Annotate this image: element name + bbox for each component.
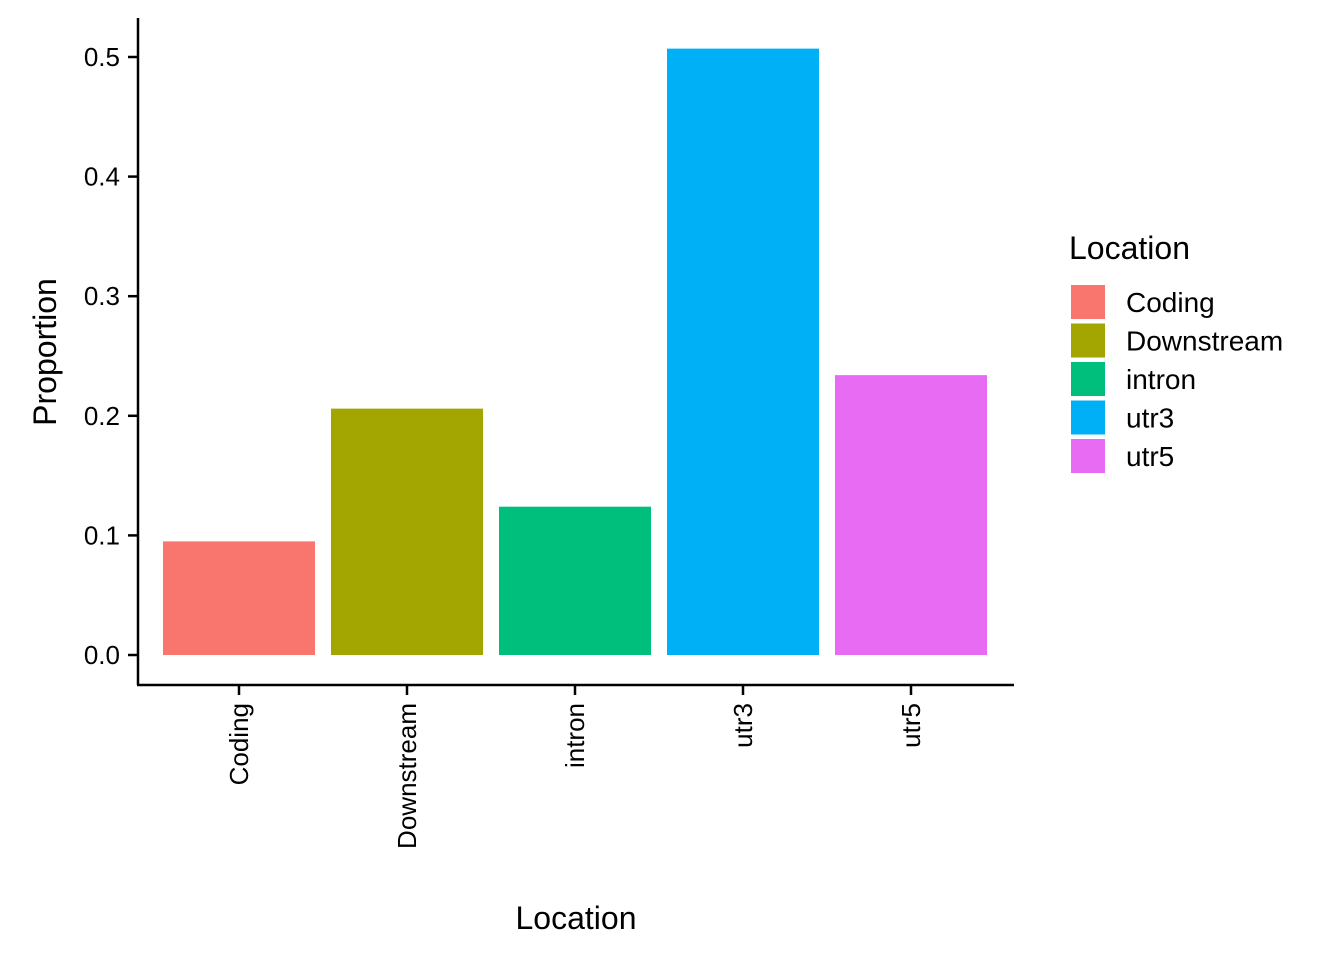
y-tick-label: 0.4 (84, 162, 120, 192)
y-tick-label: 0.2 (84, 401, 120, 431)
x-tick-label: Downstream (392, 703, 422, 849)
y-tick-label: 0.5 (84, 42, 120, 72)
legend-label-downstream: Downstream (1126, 326, 1283, 357)
bar-coding (163, 541, 315, 655)
bars-group (163, 48, 987, 656)
y-axis: 0.0 0.1 0.2 0.3 0.4 0.5 (84, 18, 140, 685)
legend-label-utr3: utr3 (1126, 403, 1174, 434)
y-axis-title: Proportion (27, 278, 63, 426)
x-tick-label: intron (560, 703, 590, 768)
legend-key-utr3 (1071, 400, 1105, 435)
legend-label-utr5: utr5 (1126, 441, 1174, 472)
bar-utr5 (835, 375, 987, 655)
legend-label-coding: Coding (1126, 287, 1215, 318)
bar-downstream (331, 408, 483, 655)
y-tick-label: 0.0 (84, 640, 120, 670)
legend-key-utr5 (1071, 439, 1105, 473)
x-tick-label: utr5 (896, 703, 926, 748)
legend-label-intron: intron (1126, 364, 1196, 395)
y-tick-label: 0.3 (84, 281, 120, 311)
y-tick-label: 0.1 (84, 520, 120, 550)
legend: Location Coding Downstream intron utr3 utr5 (1069, 230, 1283, 473)
legend-key-downstream (1071, 323, 1105, 358)
x-axis-title: Location (516, 900, 637, 936)
x-axis: Coding Downstream intron utr3 utr5 (137, 683, 1014, 849)
bar-utr3 (667, 48, 819, 656)
bar-intron (499, 506, 651, 655)
x-tick-label: utr3 (728, 703, 758, 748)
legend-title: Location (1069, 230, 1190, 266)
x-tick-label: Coding (224, 703, 254, 785)
legend-key-coding (1071, 285, 1105, 319)
legend-key-intron (1071, 362, 1105, 396)
